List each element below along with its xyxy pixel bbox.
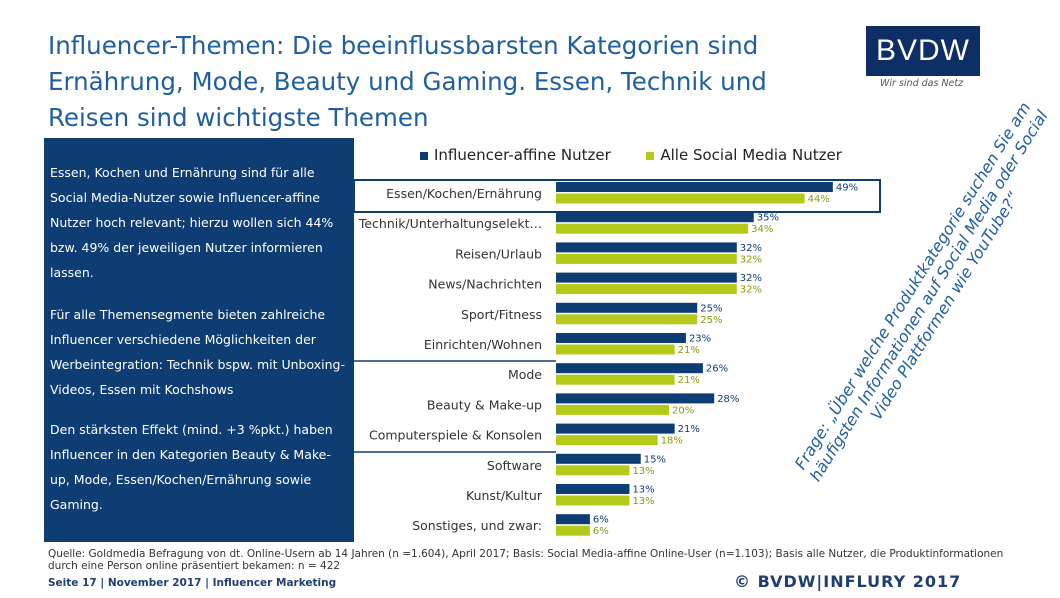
legend-label-all: Alle Social Media Nutzer	[660, 146, 842, 164]
bar-all	[556, 525, 590, 536]
category-label: Kunst/Kultur	[466, 488, 543, 503]
bar-all	[556, 495, 630, 506]
question-annotation: Frage: „Über welche Produktkategorie suc…	[791, 99, 1052, 485]
bar-influencer	[556, 423, 675, 434]
page-footer: Seite 17 | November 2017 | Influencer Ma…	[48, 577, 337, 589]
bar-influencer	[556, 393, 715, 404]
legend-label-influencer: Influencer-affine Nutzer	[434, 146, 611, 164]
slide-title: Influencer-Themen: Die beeinflussbarsten…	[48, 31, 767, 132]
data-label: 34%	[751, 224, 773, 235]
data-label: 26%	[706, 364, 728, 375]
bar-influencer	[556, 363, 703, 374]
summary-box: Essen, Kochen und Ernährung sind für all…	[44, 138, 354, 542]
category-label: Beauty & Make-up	[427, 397, 542, 412]
bar-all	[556, 223, 749, 234]
legend-swatch-all	[646, 151, 655, 160]
highlight-frame	[353, 179, 881, 213]
category-label: Mode	[508, 367, 542, 382]
bar-influencer	[556, 333, 686, 343]
summary-paragraph-1: Essen, Kochen und Ernährung sind für all…	[50, 165, 334, 280]
bar-influencer	[556, 453, 641, 464]
legend-swatch-influencer	[420, 151, 428, 160]
data-label: 21%	[678, 375, 700, 386]
data-label: 49%	[836, 183, 858, 194]
data-label: 13%	[632, 485, 654, 496]
data-label: 13%	[632, 496, 654, 507]
summary-paragraph-3: Den stärksten Effekt (mind. +3 %pkt.) ha…	[50, 422, 333, 512]
data-label: 28%	[717, 394, 739, 405]
data-label: 25%	[700, 315, 722, 326]
bar-influencer	[556, 302, 698, 313]
bvdw-logo: BVDW	[866, 26, 980, 76]
category-label: Technik/Unterhaltungselekt…	[358, 216, 542, 231]
bar-all	[556, 253, 737, 264]
copyright: © BVDW|INFLURY 2017	[734, 572, 962, 591]
summary-paragraph-2: Für alle Themensegmente bieten zahlreich…	[50, 307, 345, 397]
logo-tagline: Wir sind das Netz	[880, 78, 964, 89]
bar-all	[556, 284, 737, 295]
source-note: Quelle: Goldmedia Befragung von dt. Onli…	[48, 548, 1004, 572]
bar-all	[556, 193, 805, 204]
bar-all	[556, 465, 630, 476]
category-label: Essen/Kochen/Ernährung	[386, 186, 542, 201]
bar-influencer	[556, 242, 737, 253]
data-label: 21%	[678, 345, 700, 356]
data-label: 32%	[740, 285, 762, 296]
bar-influencer	[556, 182, 833, 192]
chart-legend: Influencer-affine Nutzer Alle Social Med…	[420, 146, 842, 164]
category-label: Sport/Fitness	[461, 307, 542, 322]
data-label: 23%	[689, 334, 711, 345]
bar-all	[556, 404, 669, 415]
data-label: 15%	[644, 454, 666, 465]
data-label: 25%	[700, 303, 722, 314]
data-label: 32%	[740, 254, 762, 265]
data-label: 32%	[740, 273, 762, 284]
bar-all	[556, 374, 675, 385]
category-label: Sonstiges, und zwar:	[412, 518, 542, 533]
bar-influencer	[556, 514, 590, 525]
data-label: 35%	[757, 213, 779, 224]
data-label: 20%	[672, 405, 694, 416]
data-label: 6%	[593, 526, 609, 537]
data-label: 32%	[740, 243, 762, 254]
data-label: 44%	[808, 194, 830, 205]
category-label: News/Nachrichten	[428, 277, 542, 292]
bar-influencer	[556, 212, 754, 223]
bar-all	[556, 314, 698, 325]
category-label: Reisen/Urlaub	[455, 246, 542, 261]
bar-all	[556, 344, 675, 355]
category-label: Software	[487, 458, 542, 473]
data-label: 21%	[678, 424, 700, 435]
data-label: 18%	[661, 436, 683, 447]
bar-influencer	[556, 272, 737, 283]
category-label: Einrichten/Wohnen	[424, 337, 542, 352]
bar-all	[556, 435, 658, 446]
data-label: 13%	[632, 466, 654, 477]
category-label: Computerspiele & Konsolen	[369, 428, 542, 443]
bar-influencer	[556, 484, 630, 494]
data-label: 6%	[593, 515, 609, 526]
